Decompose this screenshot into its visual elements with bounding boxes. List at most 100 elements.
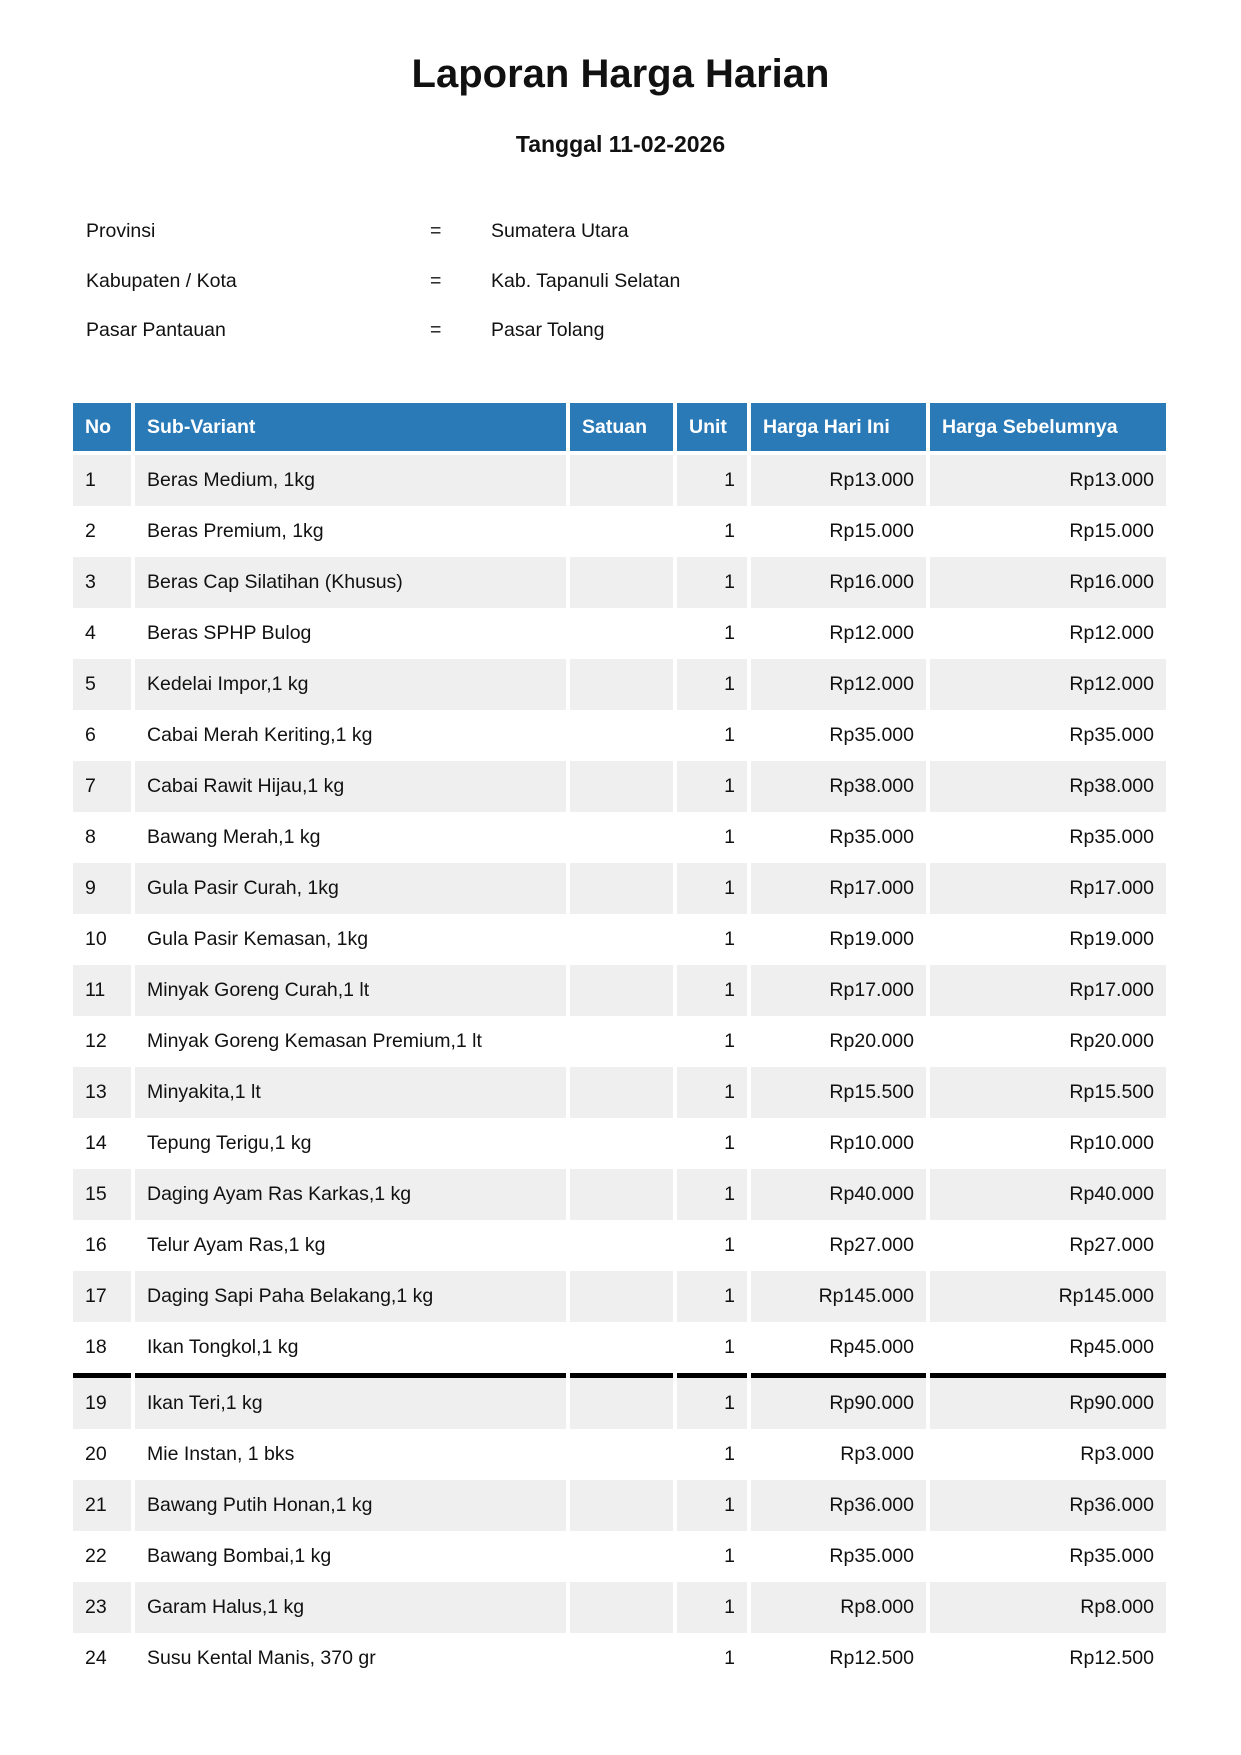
cell-harga-hari-ini: Rp3.000 (840, 1443, 914, 1465)
cell-no: 3 (73, 557, 131, 608)
cell-satuan (570, 506, 673, 557)
cell-sub-variant: Gula Pasir Curah, 1kg (135, 863, 566, 914)
cell-satuan (570, 965, 673, 1016)
table-row: 17 Daging Sapi Paha Belakang,1 kg 1 Rp145.0… (73, 1271, 1166, 1322)
cell-no: 13 (73, 1067, 131, 1118)
cell-satuan (570, 1373, 673, 1429)
cell-harga-hari-ini: Rp145.000 (751, 1271, 926, 1322)
cell-harga-hari-ini: Rp17.000 (751, 863, 926, 914)
cell-harga-hari-ini: Rp13.000 (751, 455, 926, 506)
cell-unit: 1 (677, 1480, 747, 1531)
cell-harga-sebelumnya: Rp90.000 (930, 1373, 1166, 1429)
cell-satuan (570, 1118, 673, 1169)
info-value: Sumatera Utara (491, 220, 629, 242)
table-row: 1 Beras Medium, 1kg 1 Rp13.000 Rp13.000 (73, 455, 1166, 506)
cell-satuan (570, 761, 673, 812)
table-row: 18 Ikan Tongkol,1 kg 1 Rp45.000 Rp45.000 (73, 1322, 1166, 1373)
cell-sub-variant: Kedelai Impor,1 kg (135, 659, 566, 710)
cell-harga-hari-ini: Rp17.000 (751, 965, 926, 1016)
cell-sub-variant: Tepung Terigu,1 kg (147, 1132, 312, 1154)
cell-harga-hari-ini: Rp36.000 (751, 1480, 926, 1531)
cell-satuan (570, 863, 673, 914)
info-value: Kab. Tapanuli Selatan (491, 270, 681, 292)
info-value: Pasar Tolang (491, 319, 605, 341)
cell-satuan (570, 659, 673, 710)
cell-satuan (570, 557, 673, 608)
cell-unit: 1 (677, 1067, 747, 1118)
cell-unit: 1 (724, 1443, 735, 1465)
cell-no: 9 (73, 863, 131, 914)
info-separator: = (430, 319, 442, 341)
column-header-harga-sebelumnya: Harga Sebelumnya (930, 403, 1166, 455)
cell-unit: 1 (677, 965, 747, 1016)
cell-no: 23 (73, 1582, 131, 1633)
cell-harga-sebelumnya: Rp35.000 (1069, 826, 1154, 848)
cell-sub-variant: Cabai Rawit Hijau,1 kg (135, 761, 566, 812)
cell-sub-variant: Ikan Teri,1 kg (135, 1373, 566, 1429)
cell-unit: 1 (724, 520, 735, 542)
cell-harga-hari-ini: Rp38.000 (751, 761, 926, 812)
cell-satuan (570, 1582, 673, 1633)
table-row: 23 Garam Halus,1 kg 1 Rp8.000 Rp8.000 (73, 1582, 1166, 1633)
cell-no: 20 (85, 1443, 107, 1465)
cell-sub-variant: Cabai Merah Keriting,1 kg (147, 724, 373, 746)
cell-harga-hari-ini: Rp35.000 (829, 1545, 914, 1567)
page-title: Laporan Harga Harian (411, 52, 830, 96)
cell-unit: 1 (677, 659, 747, 710)
table-row: 5 Kedelai Impor,1 kg 1 Rp12.000 Rp12.000 (73, 659, 1166, 710)
cell-harga-hari-ini: Rp12.000 (751, 659, 926, 710)
table-row: 9 Gula Pasir Curah, 1kg 1 Rp17.000 Rp17.000 (73, 863, 1166, 914)
cell-unit: 1 (677, 1169, 747, 1220)
table-row: 15 Daging Ayam Ras Karkas,1 kg 1 Rp40.000 Rp… (73, 1169, 1166, 1220)
cell-harga-hari-ini: Rp35.000 (829, 724, 914, 746)
cell-unit: 1 (724, 826, 735, 848)
cell-no: 21 (73, 1480, 131, 1531)
cell-satuan (570, 710, 673, 761)
cell-harga-sebelumnya: Rp45.000 (1069, 1336, 1154, 1358)
info-separator: = (430, 220, 442, 242)
cell-sub-variant: Mie Instan, 1 bks (147, 1443, 295, 1465)
cell-no: 7 (73, 761, 131, 812)
cell-no: 19 (73, 1373, 131, 1429)
cell-no: 12 (85, 1030, 107, 1052)
cell-satuan (570, 1633, 673, 1684)
cell-sub-variant: Bawang Bombai,1 kg (147, 1545, 332, 1567)
cell-unit: 1 (724, 1132, 735, 1154)
cell-no: 5 (73, 659, 131, 710)
cell-harga-hari-ini: Rp10.000 (829, 1132, 914, 1154)
cell-sub-variant: Daging Ayam Ras Karkas,1 kg (135, 1169, 566, 1220)
cell-harga-sebelumnya: Rp36.000 (930, 1480, 1166, 1531)
table-row: 19 Ikan Teri,1 kg 1 Rp90.000 Rp90.000 (73, 1373, 1166, 1429)
cell-harga-sebelumnya: Rp12.000 (1069, 622, 1154, 644)
cell-harga-hari-ini: Rp40.000 (751, 1169, 926, 1220)
cell-sub-variant: Bawang Putih Honan,1 kg (135, 1480, 566, 1531)
column-header-no: No (73, 403, 131, 455)
cell-sub-variant: Susu Kental Manis, 370 gr (147, 1647, 376, 1669)
cell-unit: 1 (724, 1030, 735, 1052)
cell-harga-hari-ini: Rp45.000 (829, 1336, 914, 1358)
cell-unit: 1 (677, 1271, 747, 1322)
cell-no: 8 (85, 826, 96, 848)
cell-sub-variant: Telur Ayam Ras,1 kg (147, 1234, 326, 1256)
table-row: 20 Mie Instan, 1 bks 1 Rp3.000 Rp3.000 (73, 1429, 1166, 1480)
cell-harga-sebelumnya: Rp17.000 (930, 863, 1166, 914)
cell-no: 15 (73, 1169, 131, 1220)
cell-no: 2 (85, 520, 96, 542)
cell-unit: 1 (724, 1647, 735, 1669)
cell-no: 16 (85, 1234, 107, 1256)
column-header-unit: Unit (677, 403, 747, 455)
cell-satuan (570, 914, 673, 965)
cell-harga-hari-ini: Rp27.000 (829, 1234, 914, 1256)
table-row: 4 Beras SPHP Bulog 1 Rp12.000 Rp12.000 (73, 608, 1166, 659)
cell-satuan (570, 1480, 673, 1531)
cell-no: 6 (85, 724, 96, 746)
cell-harga-hari-ini: Rp15.500 (751, 1067, 926, 1118)
cell-harga-hari-ini: Rp20.000 (829, 1030, 914, 1052)
price-table: No Sub-Variant Satuan Unit Harga Hari Ini Har… (69, 403, 1170, 1684)
cell-sub-variant: Minyakita,1 lt (135, 1067, 566, 1118)
cell-sub-variant: Minyak Goreng Curah,1 lt (135, 965, 566, 1016)
cell-satuan (570, 1531, 673, 1582)
cell-satuan (570, 812, 673, 863)
cell-unit: 1 (677, 557, 747, 608)
column-header-sub-variant: Sub-Variant (135, 403, 566, 455)
